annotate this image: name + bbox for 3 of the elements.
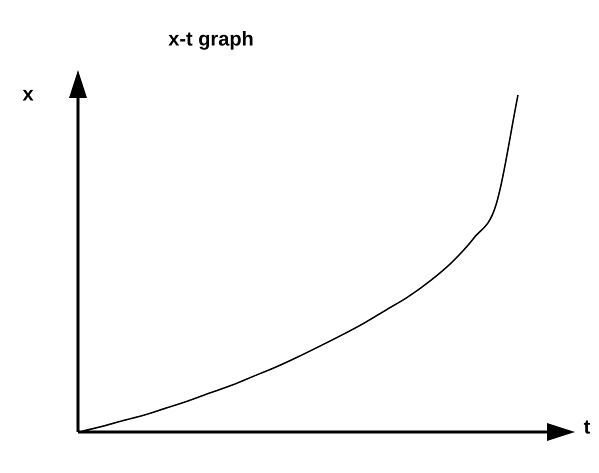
y-axis-title: x: [22, 84, 34, 106]
chart-title: x-t graph: [168, 28, 254, 51]
x-axis-title: t: [584, 416, 591, 439]
